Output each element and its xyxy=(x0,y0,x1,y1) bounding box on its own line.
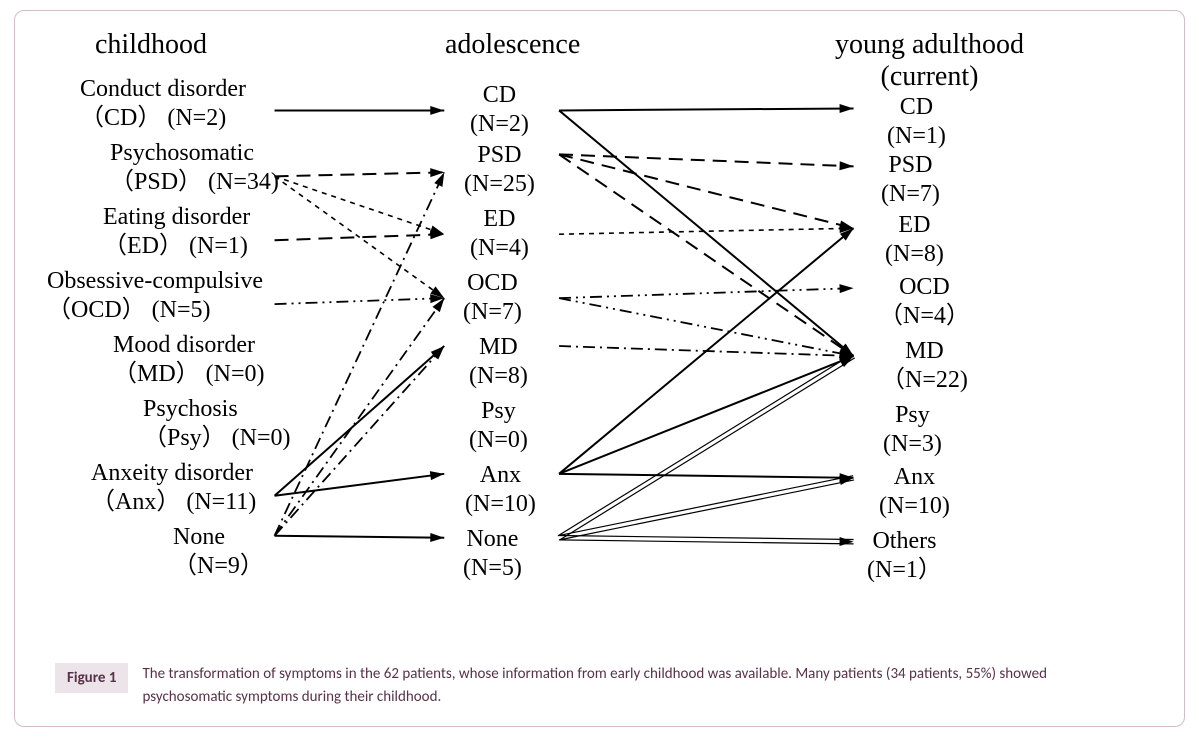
node-c_none-line2: （N=9） xyxy=(173,553,264,579)
node-y_ed-line2: (N=8) xyxy=(885,241,944,267)
node-a_cd-line1: CD xyxy=(483,82,516,108)
node-y_psd-line1: PSD xyxy=(888,152,932,178)
node-c_ed: Eating disorder （ED） (N=1) xyxy=(103,203,250,261)
node-a_ed-line2: (N=4) xyxy=(470,235,529,261)
node-y_ocd-line1: OCD xyxy=(899,274,950,300)
node-a_none-line1: None xyxy=(466,526,518,552)
column-header-adulthood: young adulthood (current) xyxy=(835,29,1024,93)
node-c_ed-line2: （ED） (N=1) xyxy=(103,233,248,259)
node-a_md: MD (N=8) xyxy=(469,333,528,391)
node-a_ocd-line2: (N=7) xyxy=(463,299,522,325)
node-c_md-line2: （MD） (N=0) xyxy=(113,361,265,387)
node-y_psy-line1: Psy xyxy=(895,402,930,428)
node-a_ed: ED (N=4) xyxy=(470,205,529,263)
figure-caption-text: The transformation of symptoms in the 62… xyxy=(142,663,1122,708)
node-a_cd-line2: (N=2) xyxy=(470,111,529,137)
node-c_ocd-line2: （OCD） (N=5) xyxy=(47,297,211,323)
node-y_anx-line2: (N=10) xyxy=(879,493,950,519)
column-header-childhood: childhood xyxy=(95,29,207,61)
node-y_md: MD （N=22) xyxy=(881,337,968,395)
node-y_cd-line2: (N=1) xyxy=(887,123,946,149)
node-y_ocd-line2: （N=4） xyxy=(879,303,970,329)
node-a_none-line2: (N=5) xyxy=(463,555,522,581)
node-y_ocd: OCD （N=4） xyxy=(879,273,970,331)
node-a_anx-line2: (N=10) xyxy=(465,491,536,517)
node-a_psy: Psy (N=0) xyxy=(469,397,528,455)
node-c_anx-line2: （Anx） (N=11) xyxy=(91,489,256,515)
node-y_cd-line1: CD xyxy=(900,94,933,120)
node-c_ed-line1: Eating disorder xyxy=(103,204,250,230)
node-a_ocd: OCD (N=7) xyxy=(463,269,522,327)
node-y_psy-line2: (N=3) xyxy=(883,431,942,457)
node-c_cd-line2: （CD） (N=2) xyxy=(80,105,226,131)
node-y_psy: Psy (N=3) xyxy=(883,401,942,459)
node-y_anx: Anx (N=10) xyxy=(879,463,950,521)
node-y_ed-line1: ED xyxy=(898,212,930,238)
node-a_cd: CD (N=2) xyxy=(470,81,529,139)
node-a_anx-line1: Anx xyxy=(480,462,521,488)
node-a_md-line1: MD xyxy=(479,334,518,360)
node-a_ed-line1: ED xyxy=(483,206,515,232)
node-c_psd-line2: （PSD） (N=34) xyxy=(110,169,279,195)
node-c_none-line1: None xyxy=(173,524,225,550)
node-a_md-line2: (N=8) xyxy=(469,363,528,389)
node-y_anx-line1: Anx xyxy=(894,464,935,490)
node-y_oth-line2: (N=1） xyxy=(867,557,942,583)
page-root: childhood adolescence young adulthood (c… xyxy=(0,0,1199,741)
node-a_none: None (N=5) xyxy=(463,525,522,583)
node-c_psy: Psychosis （Psy） (N=0) xyxy=(143,395,291,453)
node-y_md-line1: MD xyxy=(905,338,944,364)
node-c_anx-line1: Anxeity disorder xyxy=(91,460,253,486)
node-c_psd: Psychosomatic （PSD） (N=34) xyxy=(110,139,279,197)
column-header-adulthood-line1: young adulthood xyxy=(835,29,1024,60)
node-y_oth-line1: Others xyxy=(872,528,936,554)
node-c_psy-line2: （Psy） (N=0) xyxy=(143,425,291,451)
node-c_cd-line1: Conduct disorder xyxy=(80,76,246,102)
figure-caption-row: Figure 1 The transformation of symptoms … xyxy=(55,663,1144,708)
column-header-adulthood-line2: (current) xyxy=(881,61,979,92)
node-y_psd: PSD (N=7) xyxy=(881,151,940,209)
node-c_md: Mood disorder （MD） (N=0) xyxy=(113,331,265,389)
node-y_ed: ED (N=8) xyxy=(885,211,944,269)
figure-frame: childhood adolescence young adulthood (c… xyxy=(14,10,1185,727)
node-a_psd-line2: (N=25) xyxy=(464,171,535,197)
figure-badge: Figure 1 xyxy=(55,663,128,693)
node-c_anx: Anxeity disorder （Anx） (N=11) xyxy=(91,459,256,517)
node-c_md-line1: Mood disorder xyxy=(113,332,255,358)
node-c_psy-line1: Psychosis xyxy=(143,396,238,422)
column-header-adolescence: adolescence xyxy=(445,29,580,61)
node-c_ocd: Obsessive-compulsive （OCD） (N=5) xyxy=(47,267,263,325)
node-y_psd-line2: (N=7) xyxy=(881,181,940,207)
node-a_ocd-line1: OCD xyxy=(467,270,518,296)
node-c_none: None （N=9） xyxy=(173,523,264,581)
node-y_cd: CD (N=1) xyxy=(887,93,946,151)
node-c_cd: Conduct disorder （CD） (N=2) xyxy=(80,75,246,133)
node-a_psd: PSD (N=25) xyxy=(464,141,535,199)
node-a_anx: Anx (N=10) xyxy=(465,461,536,519)
node-c_psd-line1: Psychosomatic xyxy=(110,140,254,166)
node-a_psd-line1: PSD xyxy=(477,142,521,168)
node-y_oth: Others (N=1） xyxy=(867,527,942,585)
node-a_psy-line2: (N=0) xyxy=(469,427,528,453)
node-a_psy-line1: Psy xyxy=(481,398,516,424)
node-y_md-line2: （N=22) xyxy=(881,367,968,393)
node-c_ocd-line1: Obsessive-compulsive xyxy=(47,268,263,294)
